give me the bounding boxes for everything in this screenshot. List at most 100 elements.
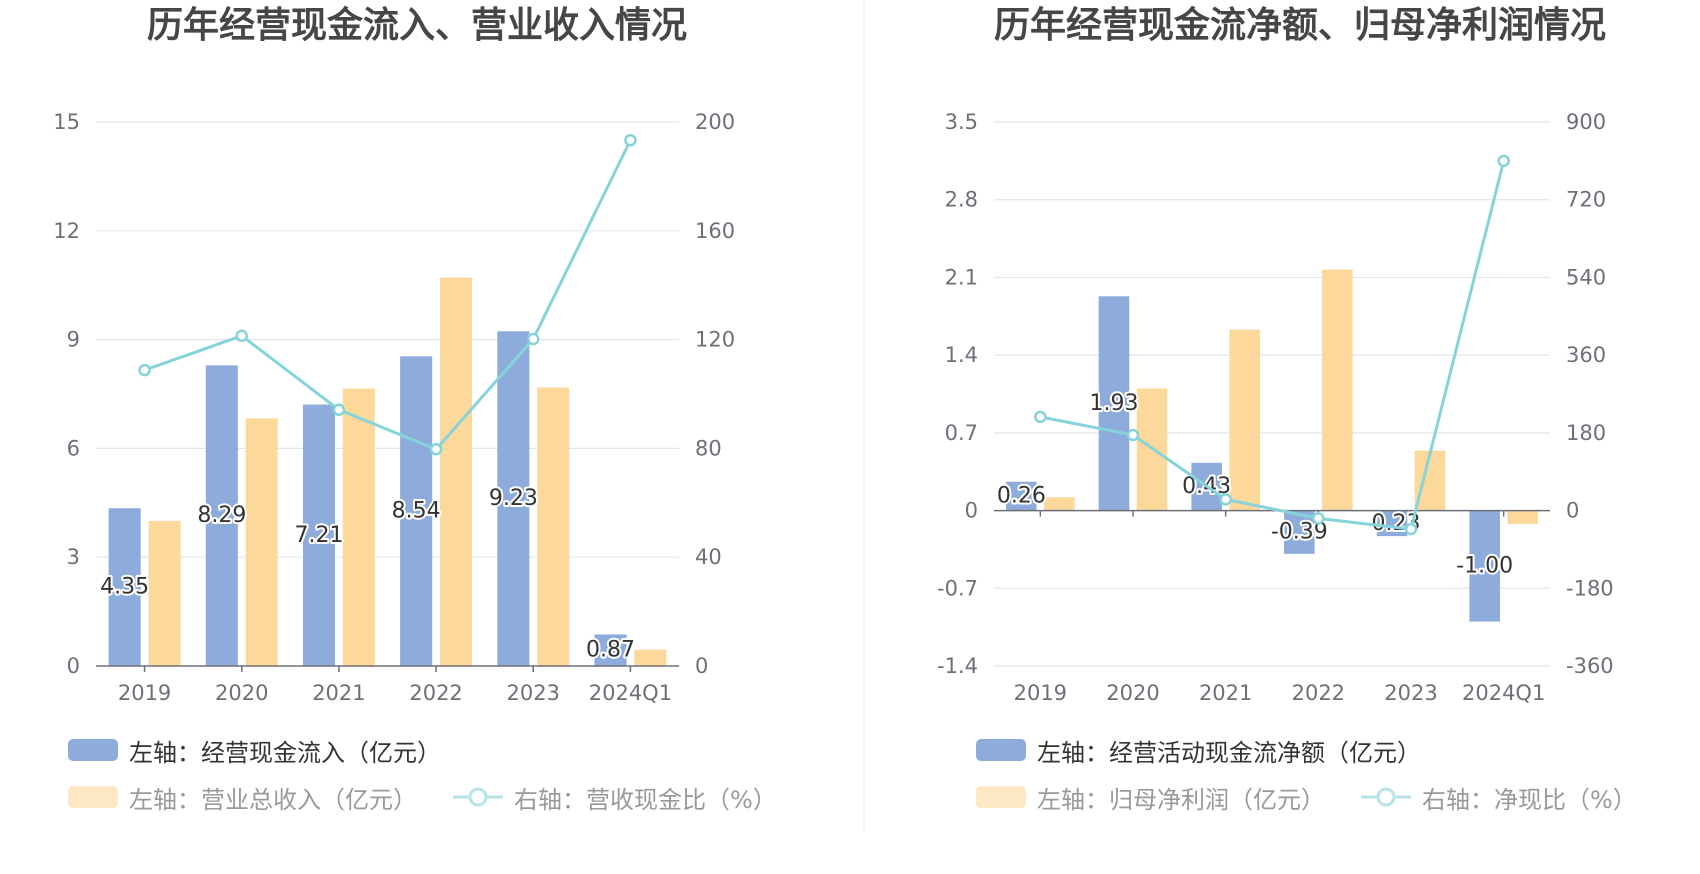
chart2-y-right-tick-label: -180: [1566, 576, 1614, 600]
chart2-legend-item-net-profit[interactable]: 左轴：归母净利润（亿元）: [976, 780, 1325, 815]
chart2-series1-bar-2020: [1098, 296, 1130, 511]
chart1-y-right-tick-label: 0: [695, 654, 708, 678]
chart2-x-tick-label-2019: 2019: [1014, 681, 1067, 705]
chart2-legend-item-net-cash-ratio[interactable]: 右轴：净现比（%）: [1361, 780, 1637, 815]
chart1-series3-point-2022: [429, 442, 443, 456]
chart1-series3-point-2019: [138, 363, 151, 377]
chart1-series2-bar-2021: [342, 388, 375, 666]
chart1-y-left-tick-label: 15: [53, 110, 80, 134]
chart1-x-tick-label-2022: 2022: [409, 681, 462, 705]
chart2-y-right-tick-label: 720: [1566, 188, 1606, 212]
chart1-x-tick-label-2023: 2023: [507, 681, 560, 705]
chart1-y-left-tick-label: 3: [67, 545, 80, 569]
chart2-x-tick-label-2020: 2020: [1106, 681, 1159, 705]
chart1-data-label-2024Q1: 0.87: [586, 638, 635, 663]
chart1-y-right-tick-label: 40: [695, 545, 722, 569]
chart2-series2-bar-2024Q1: [1507, 510, 1538, 524]
chart2-series2-bar-2019: [1044, 497, 1075, 511]
chart1-legend-label-cash-inflow: 左轴：经营现金流入（亿元）: [129, 738, 441, 767]
chart1-series1-bar-2024Q1: [594, 634, 627, 666]
chart1-x-tick-label-2024Q1: 2024Q1: [589, 681, 672, 705]
chart1-y-left-tick-label: 12: [53, 219, 80, 243]
chart2-y-left-tick-label: 3.5: [945, 110, 978, 134]
chart2-y-left-tick-label: 1.4: [945, 343, 978, 367]
chart1-title: 历年经营现金流入、营业收入情况: [146, 5, 688, 46]
chart2-series3-point-2019: [1034, 410, 1047, 424]
chart1-series3-point-2024Q1: [624, 133, 637, 147]
chart1-legend-item-cash-ratio[interactable]: 右轴：营收现金比（%）: [453, 780, 777, 815]
chart1-series2-bar-2019: [148, 520, 181, 666]
chart1-legend-label-cash-ratio: 右轴：营收现金比（%）: [514, 785, 777, 814]
chart2-x-tick-label-2021: 2021: [1199, 681, 1252, 705]
chart1-plot-area: 0 3 6 9 12 15 0 40 80 120 160 200 2019 2020 2021 2022 20…: [53, 110, 735, 705]
chart2-y-right-tick-label: 0: [1566, 499, 1579, 523]
chart1-data-label-2021: 7.21: [295, 523, 344, 548]
chart1-x-tick-label-2021: 2021: [312, 681, 365, 705]
chart2-data-label-2019: 0.26: [997, 484, 1046, 509]
chart1-series2-bar-2022: [439, 277, 473, 666]
chart2-series2-bar-2021: [1229, 329, 1260, 511]
chart2-legend-swatch-net-profit: [976, 786, 1026, 808]
chart2-y-left-tick-label: 2.1: [945, 265, 978, 289]
chart1-data-label-2023: 9.23: [489, 486, 538, 511]
chart2-legend-swatch-net-cash-flow: [976, 739, 1026, 761]
chart2-title: 历年经营现金流净额、归母净利润情况: [993, 5, 1607, 46]
chart1-x-tick-label-2019: 2019: [118, 681, 171, 705]
chart1-series2-bar-2024Q1: [634, 649, 667, 666]
chart1-series3-point-2020: [235, 329, 248, 343]
chart1-legend-line-icon: [453, 787, 503, 807]
chart1-data-label-2022: 8.54: [392, 499, 441, 524]
chart2-series2-bar-2023: [1414, 450, 1446, 511]
chart2-series3-point-2021: [1219, 493, 1232, 506]
chart2-y-left-tick-label: 0: [965, 499, 978, 523]
chart1-legend-item-revenue[interactable]: 左轴：营业总收入（亿元）: [68, 780, 417, 815]
chart1-data-label-2019: 4.35: [100, 575, 149, 600]
chart1-series1-bar-2021: [302, 404, 336, 666]
chart2-series1-bar-2019: [1006, 481, 1037, 511]
chart1-y-right-tick-label: 80: [695, 436, 722, 460]
chart1-series3-point-2023: [527, 332, 540, 346]
chart2-y-right-tick-label: 180: [1566, 421, 1606, 445]
chart1-series1-bar-2022: [400, 356, 433, 666]
chart2-y-left-tick-label: 2.8: [945, 188, 978, 212]
chart2-y-right-tick-label: 360: [1566, 343, 1606, 367]
chart2-y-right-tick-label: 900: [1566, 110, 1606, 134]
chart2-series3-point-2024Q1: [1497, 154, 1510, 168]
chart1-legend-swatch-cash-inflow: [68, 739, 118, 761]
chart2-y-right-tick-label: -360: [1566, 654, 1614, 678]
chart1-y-right-tick-label: 200: [695, 110, 735, 134]
chart1-series2-bar-2023: [537, 387, 570, 666]
chart2-legend-label-net-cash-ratio: 右轴：净现比（%）: [1422, 785, 1637, 814]
chart2-series1-bar-2023: [1376, 510, 1408, 537]
chart2-y-left-tick-label: -1.4: [937, 654, 978, 678]
chart1-series1-bar-2019: [108, 508, 141, 666]
chart2-series2-bar-2022: [1322, 269, 1353, 511]
chart2-legend-label-net-cash-flow: 左轴：经营活动现金流净额（亿元）: [1037, 738, 1421, 767]
chart1-y-right-tick-label: 120: [695, 328, 735, 352]
chart1-legend-item-cash-inflow[interactable]: 左轴：经营现金流入（亿元）: [68, 733, 441, 768]
chart1-series2-bar-2020: [245, 418, 278, 666]
chart2-legend-row-1: 左轴：经营活动现金流净额（亿元）: [976, 733, 1457, 767]
chart1-legend-label-revenue: 左轴：营业总收入（亿元）: [129, 785, 417, 814]
chart2-x-tick-label-2023: 2023: [1384, 681, 1437, 705]
chart1-series1-bar-2023: [497, 331, 530, 666]
chart2-legend-item-net-cash-flow[interactable]: 左轴：经营活动现金流净额（亿元）: [976, 733, 1421, 768]
chart1-series3-line: [144, 139, 632, 451]
chart2-legend-line-icon: [1361, 787, 1411, 807]
chart2-legend-label-net-profit: 左轴：归母净利润（亿元）: [1037, 785, 1325, 814]
chart1-y-left-tick-label: 9: [67, 328, 80, 352]
chart2-legend-row-2: 左轴：归母净利润（亿元） 右轴：净现比（%）: [976, 780, 1673, 814]
chart1-y-left-tick-label: 0: [67, 654, 80, 678]
chart1-series1-bar-2020: [205, 365, 238, 666]
chart2-x-tick-label-2024Q1: 2024Q1: [1462, 681, 1545, 705]
chart2-plot-area: -1.4 -0.7 0 0.7 1.4 2.1 2.8 3.5 -360 -180 0 180 360 5…: [937, 110, 1614, 705]
chart1-legend-swatch-revenue: [68, 786, 118, 808]
chart1-legend-row-1: 左轴：经营现金流入（亿元）: [68, 733, 477, 767]
chart2-series3-line: [1040, 160, 1506, 531]
chart1-x-tick-label-2020: 2020: [215, 681, 268, 705]
chart2-data-label-2020: 1.93: [1090, 391, 1139, 416]
chart1-y-left-tick-label: 6: [67, 436, 80, 460]
chart2-y-left-tick-label: 0.7: [945, 421, 978, 445]
chart2-x-tick-label-2022: 2022: [1292, 681, 1345, 705]
